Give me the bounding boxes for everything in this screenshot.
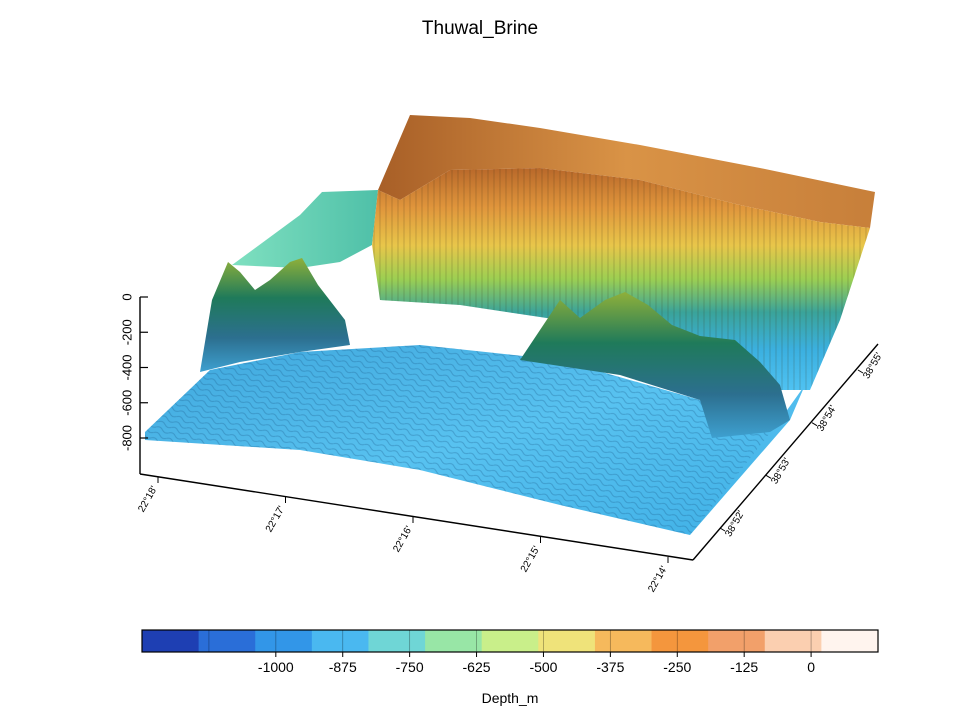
colorbar-tick-label: -875 (329, 659, 357, 675)
colorbar-segment (255, 630, 313, 652)
plateau-top (378, 115, 875, 228)
colorbar-segment (538, 630, 596, 652)
colorbar-segment (425, 630, 483, 652)
z-tick-label: -600 (119, 390, 134, 416)
x-tick-label: 22°17' (264, 504, 288, 534)
x-tick-label: 22°18' (136, 484, 160, 514)
colorbar-segments (142, 630, 879, 652)
y-tick-label: 38°55' (861, 351, 885, 381)
x-tick-label: 22°14' (646, 564, 670, 594)
colorbar-segment (821, 630, 879, 652)
colorbar-segment (368, 630, 426, 652)
y-tick-mark (811, 422, 818, 427)
colorbar-tick-label: 0 (807, 659, 815, 675)
x-tick-label: 22°15' (519, 544, 543, 574)
y-tick-mark (719, 527, 726, 532)
colorbar-segment (311, 630, 370, 652)
z-tick-label: -200 (119, 319, 134, 345)
x-tick-label: 22°16' (391, 524, 415, 554)
colorbar-tick-label: -500 (529, 659, 557, 675)
y-tick-mark (765, 474, 772, 479)
y-tick-label: 38°54' (815, 404, 839, 434)
colorbar-ticks: -1000 -875 -750 -625 -500 -375 -250 -125 0 (208, 630, 815, 675)
z-axis-ticks: 0 -200 -400 -600 -800 (119, 293, 148, 451)
y-axis-line (692, 343, 879, 561)
z-tick-label: -800 (119, 425, 134, 451)
colorbar-segment (764, 630, 822, 652)
colorbar-segment (594, 630, 653, 652)
colorbar-segment (708, 630, 766, 652)
colorbar-tick-label: -1000 (258, 659, 294, 675)
chart-title: Thuwal_Brine (421, 18, 539, 39)
colorbar-tick-label: -125 (730, 659, 758, 675)
right-ridges (520, 292, 790, 438)
colorbar-segment (142, 630, 200, 652)
colorbar-tick-label: -750 (396, 659, 424, 675)
y-tick-label: 38°53' (769, 456, 793, 486)
axes (139, 297, 879, 561)
x-axis-line (139, 473, 694, 561)
colorbar-tick-label: -375 (596, 659, 624, 675)
y-tick-mark (857, 369, 864, 374)
colorbar-tick-label: -250 (663, 659, 691, 675)
colorbar: -1000 -875 -750 -625 -500 -375 -250 -125 0 Depth… (141, 629, 879, 706)
colorbar-segment (481, 630, 539, 652)
colorbar-segment (198, 630, 256, 652)
terrain-surface (145, 115, 875, 535)
left-shelf (232, 190, 378, 268)
colorbar-label: Depth_m (482, 690, 539, 706)
colorbar-segment (651, 630, 709, 652)
z-tick-label: 0 (119, 293, 134, 300)
colorbar-tick-label: -625 (463, 659, 491, 675)
colorbar-frame (141, 629, 879, 653)
z-tick-label: -400 (119, 354, 134, 380)
left-ridges (200, 258, 350, 372)
y-tick-label: 38°52' (723, 509, 747, 539)
